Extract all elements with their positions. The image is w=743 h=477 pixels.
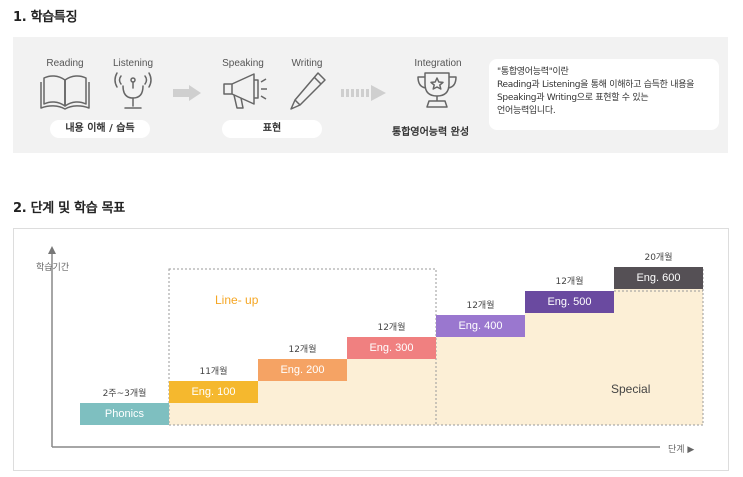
lineup-label: Line- up — [215, 293, 259, 307]
stage-block: Eng. 600 — [614, 267, 703, 289]
stage-block: Eng. 400 — [436, 315, 525, 337]
book-icon — [40, 75, 90, 110]
listening-label: Listening — [112, 58, 154, 69]
pencil-icon — [290, 72, 326, 110]
stage-block: Eng. 500 — [525, 291, 614, 313]
integration-label: Integration — [414, 58, 462, 69]
megaphone-icon — [223, 73, 267, 109]
section2-heading: 2. 단계 및 학습 목표 — [13, 201, 125, 216]
special-label: Special — [611, 382, 651, 396]
description-line: "통합영어능력"이란 — [497, 67, 569, 77]
speaking-label: Speaking — [222, 58, 264, 69]
description-box: "통합영어능력"이란 Reading과 Listening을 통해 이해하고 습… — [489, 59, 719, 130]
arrow-right-icon — [173, 85, 201, 101]
stage-duration: 12개월 — [555, 277, 584, 287]
stage-duration: 20개월 — [644, 253, 673, 263]
stage-block: Phonics — [80, 403, 169, 425]
section1-heading: 1. 학습특징 — [13, 10, 78, 25]
description-line: Reading과 Listening을 통해 이해하고 습득한 내용을 — [497, 80, 695, 90]
stage-block: Eng. 200 — [258, 359, 347, 381]
stage-block: Eng. 300 — [347, 337, 436, 359]
stage-duration: 12개월 — [288, 345, 317, 355]
stage-block: Eng. 100 — [169, 381, 258, 403]
stage-duration: 12개월 — [377, 323, 406, 333]
writing-label: Writing — [291, 58, 323, 69]
integrated-complete-label: 통합영어능력 완성 — [392, 127, 470, 138]
y-axis-label: 학습기간 — [36, 263, 70, 273]
description-line: Speaking과 Writing으로 표현할 수 있는 — [497, 93, 649, 103]
understand-pill: 내용 이해 / 습득 — [50, 120, 150, 138]
x-axis-label: 단계 ▶ — [668, 445, 695, 455]
listening-icon — [114, 72, 152, 109]
stage-duration: 11개월 — [199, 367, 228, 377]
striped-arrow-icon — [341, 85, 386, 101]
trophy-icon — [417, 72, 457, 108]
stage-duration: 2주~3개월 — [102, 389, 147, 399]
express-pill: 표현 — [222, 120, 322, 138]
description-line: 언어능력입니다. — [497, 106, 556, 116]
y-axis-arrow-icon — [48, 246, 56, 254]
reading-label: Reading — [46, 58, 84, 69]
stage-duration: 12개월 — [466, 301, 495, 311]
